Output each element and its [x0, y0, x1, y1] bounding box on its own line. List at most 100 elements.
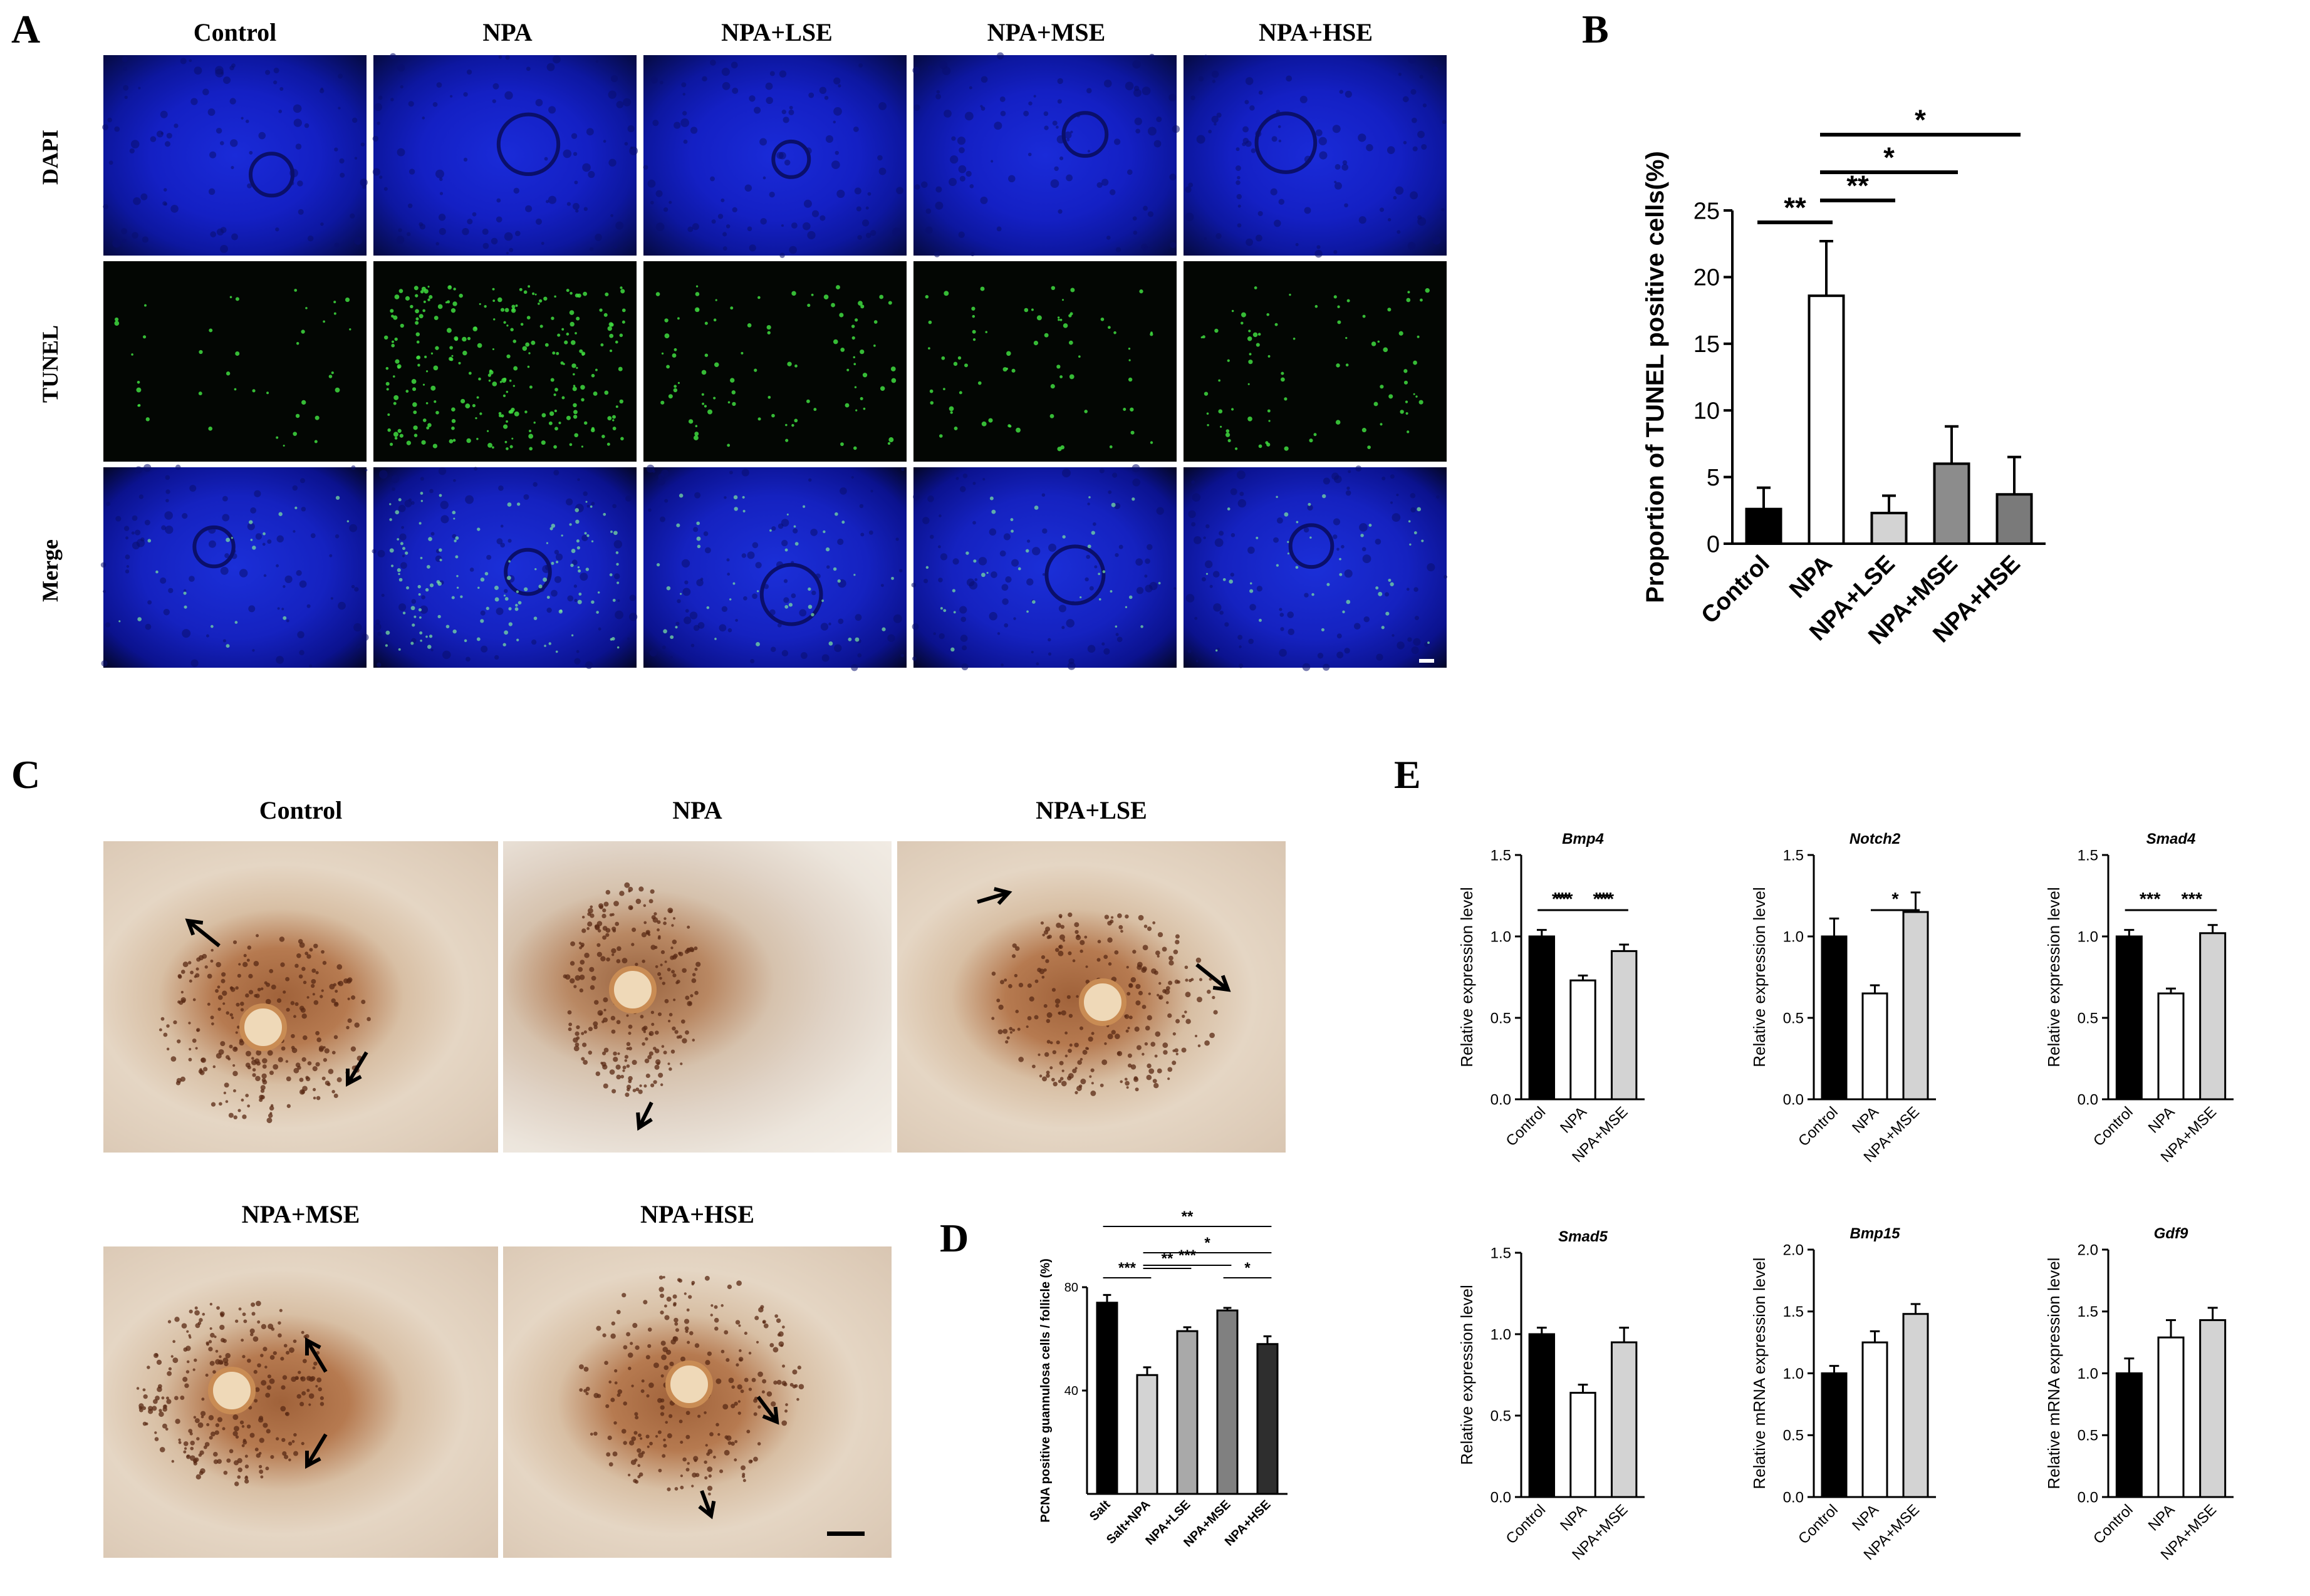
- panel-a-group-label: NPA+HSE: [1258, 18, 1373, 46]
- bar: [1995, 493, 2033, 545]
- y-axis-label: Relative expression level: [2044, 887, 2063, 1067]
- chart-title: Bmp4: [1562, 831, 1604, 847]
- bar: [1136, 1374, 1158, 1495]
- y-axis-label: PCNA positive guannulosa cells / follicl…: [1039, 1258, 1053, 1523]
- ihc-image: [503, 841, 892, 1153]
- significance-label: *: [1915, 104, 1926, 136]
- x-tick-label: NPA: [1849, 1501, 1882, 1535]
- bar: [1821, 1372, 1848, 1498]
- y-tick-label: 1.5: [1783, 1303, 1804, 1320]
- y-tick-label: 1.0: [2078, 928, 2098, 945]
- significance-label: **: [1596, 889, 1611, 909]
- chart-title: Smad5: [1558, 1228, 1608, 1245]
- significance-label: ***: [2182, 889, 2203, 909]
- x-tick-label: NPA: [1784, 551, 1837, 603]
- x-tick-label: Salt: [1087, 1498, 1113, 1524]
- bar: [2115, 1372, 2143, 1498]
- chart-title: Bmp15: [1850, 1225, 1900, 1242]
- panel-c-group-label: NPA+MSE: [241, 1200, 360, 1228]
- significance-label: ***: [1552, 889, 1573, 909]
- tunel-image: [643, 261, 907, 462]
- y-axis-label: Relative mRNA expression level: [1750, 1258, 1769, 1490]
- y-tick-label: 0.0: [2078, 1091, 2098, 1108]
- significance-label: ***: [2140, 889, 2161, 909]
- chart-title: Smad4: [2146, 831, 2196, 847]
- significance-label: *: [1891, 889, 1899, 909]
- bar: [1861, 992, 1888, 1101]
- bar: [1610, 950, 1638, 1101]
- y-tick-label: 1.5: [1783, 847, 1804, 864]
- panel-c-group-label: NPA+LSE: [1036, 796, 1147, 824]
- tunel-image: [103, 261, 367, 462]
- panel-c-group-label: NPA: [672, 796, 722, 824]
- bar: [1870, 512, 1908, 546]
- y-tick-label: 1.5: [2078, 1303, 2098, 1320]
- bar: [1808, 294, 1845, 545]
- panel-a-group-label: Control: [193, 18, 277, 46]
- x-tick-label: Control: [1697, 551, 1775, 629]
- y-axis-label: Relative expression level: [1457, 1285, 1476, 1465]
- panel-d-letter: D: [940, 1216, 969, 1260]
- y-tick-label: 0.0: [1491, 1091, 1511, 1108]
- significance-label: *: [1883, 142, 1895, 174]
- y-tick-label: 2.0: [2078, 1241, 2098, 1258]
- significance-label: ***: [1178, 1247, 1197, 1264]
- bar: [1216, 1309, 1239, 1495]
- significance-label: **: [1846, 170, 1869, 202]
- x-tick-label: NPA: [2145, 1501, 2178, 1535]
- bar: [1821, 935, 1848, 1101]
- significance-label: **: [1182, 1208, 1194, 1225]
- x-tick-label: Control: [2090, 1501, 2136, 1548]
- y-tick-label: 0.5: [2078, 1428, 2098, 1444]
- y-tick-label: 1.0: [1783, 928, 1804, 945]
- chart-title: Notch2: [1850, 831, 1901, 847]
- x-tick-label: Control: [1795, 1104, 1841, 1150]
- x-tick-label: Control: [2090, 1104, 2136, 1150]
- bar: [1528, 1333, 1556, 1498]
- y-tick-label: 25: [1693, 198, 1720, 224]
- significance-label: *: [1244, 1260, 1251, 1277]
- y-tick-label: 1.0: [1491, 928, 1511, 945]
- panel-a-group-label: NPA: [482, 18, 533, 46]
- y-tick-label: 40: [1064, 1384, 1078, 1398]
- panel-a-group-label: NPA+LSE: [721, 18, 833, 46]
- y-tick-label: 1.0: [1783, 1365, 1804, 1382]
- y-axis-label: Proportion of TUNEL positive cells(%): [1641, 151, 1669, 603]
- y-axis-label: Relative expression level: [1750, 887, 1769, 1067]
- bar: [1096, 1302, 1118, 1495]
- y-tick-label: 15: [1693, 331, 1720, 358]
- y-tick-label: 0.5: [2078, 1010, 2098, 1027]
- y-tick-label: 80: [1064, 1281, 1078, 1295]
- y-tick-label: 1.5: [1491, 1245, 1511, 1262]
- x-tick-label: NPA: [1849, 1104, 1882, 1137]
- y-tick-label: 1.5: [1491, 847, 1511, 864]
- significance-label: **: [1555, 889, 1569, 909]
- bar: [2115, 935, 2143, 1101]
- bar: [2199, 1319, 2227, 1498]
- significance-label: *: [1204, 1235, 1210, 1251]
- y-tick-label: 0.0: [1783, 1489, 1804, 1506]
- chart-title: Gdf9: [2154, 1225, 2188, 1242]
- y-tick-label: 0.5: [1491, 1010, 1511, 1027]
- bar: [2157, 1336, 2185, 1498]
- y-tick-label: 0.5: [1783, 1428, 1804, 1444]
- panel-a-letter: A: [11, 7, 41, 51]
- bar: [1569, 979, 1596, 1101]
- ihc-image: [103, 841, 498, 1153]
- bar: [1176, 1330, 1199, 1495]
- significance-label: **: [1162, 1250, 1173, 1267]
- y-tick-label: 10: [1693, 398, 1720, 425]
- bar: [1569, 1392, 1596, 1498]
- panel-b-letter: B: [1582, 7, 1609, 51]
- y-tick-label: 0.0: [2078, 1489, 2098, 1506]
- bar: [2199, 932, 2227, 1101]
- x-tick-label: Control: [1502, 1501, 1549, 1548]
- y-tick-label: 0: [1707, 531, 1720, 557]
- panel-e-letter: E: [1394, 752, 1421, 797]
